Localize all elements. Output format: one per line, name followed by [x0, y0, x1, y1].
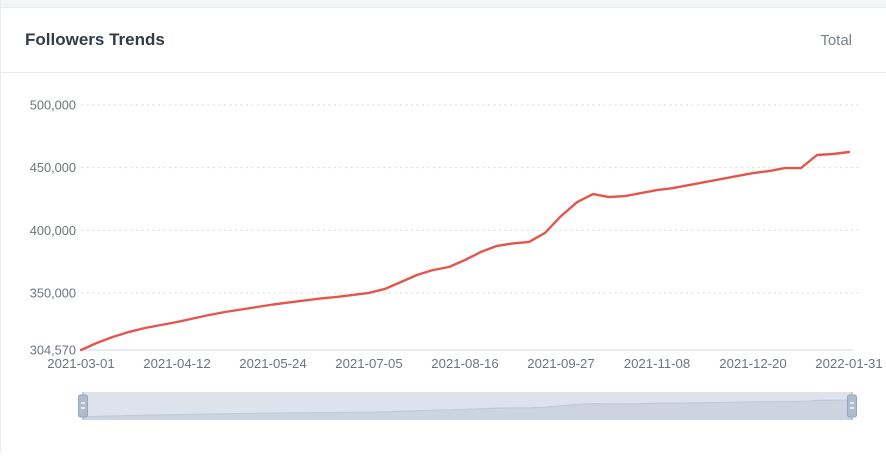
x-axis-label: 2021-11-08: [624, 356, 690, 371]
x-axis-label: 2021-03-01: [47, 356, 114, 371]
y-axis-label: 450,000: [30, 160, 76, 175]
y-axis-label: 304,570: [30, 343, 76, 358]
legend-item-total[interactable]: Total: [820, 31, 852, 49]
x-axis-label: 2022-01-31: [815, 356, 882, 371]
page-top-strip: [1, 0, 886, 8]
datazoom-handle-right[interactable]: [847, 394, 857, 418]
datazoom-selected-range[interactable]: [83, 392, 852, 420]
datazoom-handle-left[interactable]: [78, 394, 88, 418]
x-axis-label: 2021-08-16: [431, 356, 498, 371]
x-axis-label: 2021-07-05: [335, 356, 402, 371]
followers-line-series: [79, 150, 851, 352]
x-axis-label: 2021-04-12: [143, 356, 210, 371]
datazoom-data-shadow: [83, 400, 852, 420]
x-axis-label: 2021-09-27: [527, 356, 594, 371]
chart-card-header: Followers Trends Total: [1, 8, 886, 73]
y-axis-label: 500,000: [30, 98, 76, 113]
x-axis-label: 2021-05-24: [239, 356, 306, 371]
x-axis-label: 2021-12-20: [719, 356, 786, 371]
datazoom-shadow-line: [82, 399, 853, 418]
y-axis-label: 400,000: [30, 223, 76, 238]
chart-title: Followers Trends: [25, 30, 165, 49]
y-axis-label: 350,000: [30, 286, 76, 301]
